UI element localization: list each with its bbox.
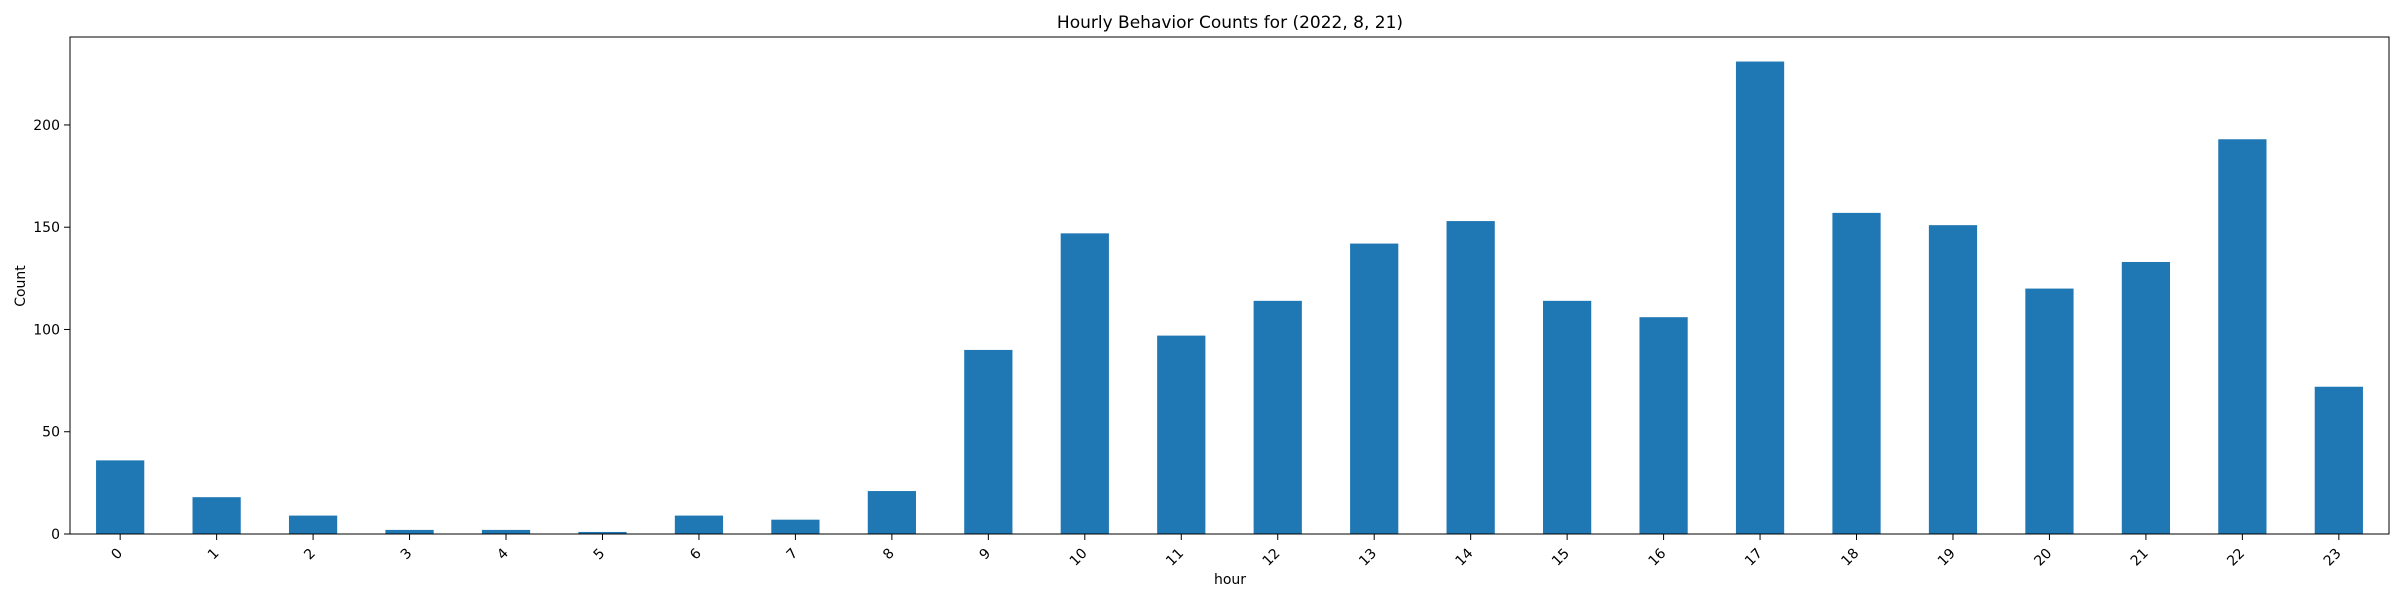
x-tick-label: 0 — [108, 546, 126, 564]
x-axis-ticks: 0 1 2 3 4 5 6 7 8 9 10 11 12 13 14 15 16 17 18 19 20 21 22 23 — [108, 534, 2345, 570]
bar-hour-9 — [964, 349, 1013, 534]
bar-hour-12 — [1253, 300, 1302, 534]
bar-hour-19 — [1928, 225, 1978, 534]
x-tick-label: 14 — [1453, 545, 1477, 569]
bar-hour-1 — [192, 497, 241, 534]
x-tick-label: 7 — [784, 546, 802, 564]
bar-hour-3 — [385, 529, 434, 534]
bar-hour-23 — [2314, 386, 2363, 534]
bar-hour-2 — [288, 515, 338, 534]
x-tick-label: 3 — [398, 546, 416, 564]
chart-title: Hourly Behavior Counts for (2022, 8, 21) — [1057, 13, 1403, 33]
x-tick-label: 22 — [2224, 546, 2248, 570]
bar-hour-17 — [1735, 61, 1785, 534]
x-tick-label: 8 — [880, 546, 898, 564]
bar-hour-4 — [481, 529, 531, 534]
x-tick-label: 12 — [1260, 546, 1284, 570]
x-tick-label: 19 — [1935, 546, 1959, 570]
x-tick-label: 16 — [1645, 545, 1669, 569]
bar-hour-16 — [1639, 317, 1688, 534]
bar-hour-20 — [2025, 288, 2074, 534]
bar-hour-21 — [2121, 261, 2171, 534]
bar-hour-13 — [1350, 243, 1399, 534]
x-tick-label: 20 — [2031, 546, 2055, 570]
x-tick-label: 5 — [591, 546, 609, 564]
x-tick-label: 10 — [1067, 546, 1091, 570]
y-axis-label: Count — [13, 265, 29, 307]
x-tick-label: 9 — [977, 546, 995, 564]
x-tick-label: 4 — [494, 545, 512, 563]
bar-hour-7 — [771, 519, 820, 534]
x-tick-label: 13 — [1356, 546, 1380, 570]
y-tick-label: 100 — [33, 322, 60, 338]
x-tick-label: 15 — [1549, 546, 1573, 570]
y-tick-label: 200 — [33, 118, 60, 134]
bar-hour-22 — [2218, 139, 2267, 534]
bar-hour-0 — [96, 460, 145, 534]
y-tick-label: 150 — [33, 220, 60, 236]
bar-hour-11 — [1157, 335, 1206, 534]
bar-hour-14 — [1446, 221, 1495, 534]
x-axis-label: hour — [1214, 572, 1246, 588]
x-tick-label: 23 — [2321, 546, 2345, 570]
x-tick-label: 17 — [1742, 546, 1766, 570]
x-tick-label: 18 — [1838, 546, 1862, 570]
plot-frame — [69, 36, 2390, 535]
y-tick-label: 0 — [51, 527, 60, 543]
bar-hour-6 — [674, 515, 724, 534]
bar-hour-5 — [578, 531, 627, 534]
x-tick-label: 1 — [205, 546, 223, 564]
y-axis-ticks: 0 50 100 150 200 — [33, 118, 70, 543]
x-tick-label: 2 — [301, 546, 319, 564]
bars-group — [96, 61, 2363, 534]
bar-hour-8 — [867, 491, 916, 534]
x-tick-label: 11 — [1163, 546, 1187, 570]
x-tick-label: 6 — [687, 545, 705, 563]
bar-hour-15 — [1543, 300, 1592, 534]
bar-hour-18 — [1832, 212, 1881, 534]
x-tick-label: 21 — [2128, 546, 2152, 570]
bar-hour-10 — [1060, 233, 1109, 534]
y-tick-label: 50 — [42, 425, 60, 441]
